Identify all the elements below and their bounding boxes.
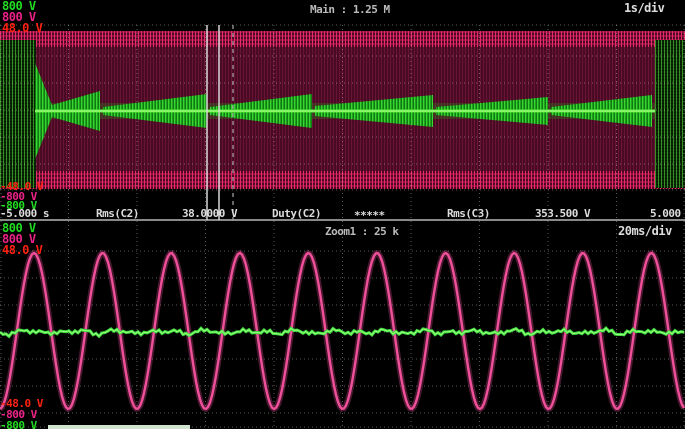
ch2-clip-edge-top — [0, 31, 685, 47]
measure-rms-c3-label: Rms(C3) — [447, 207, 490, 220]
measure-rms-c2-label: Rms(C2) — [96, 207, 139, 220]
ch2-scale-label-neg: -800 V — [0, 190, 37, 203]
ch3-scale-label: 800 V — [2, 0, 36, 13]
position-indicator-bar — [48, 425, 190, 429]
ch3-scale-label-neg: -800 V — [0, 199, 37, 212]
zoom-ch1-scale-label: 48.0 V — [2, 243, 43, 257]
ch3-noise-block-left — [0, 40, 36, 188]
main-record-length-label: Main : 1.25 M — [310, 3, 390, 16]
zoom-ch2-scale-label-neg: -800 V — [0, 408, 37, 421]
ch1-scale-label: 48.0 V — [2, 21, 43, 35]
zoom-record-length-label: Zoom1 : 25 k — [325, 225, 399, 238]
ch3-noise-block-right — [655, 40, 685, 188]
measure-rms-c3-value: 353.500 V — [535, 207, 591, 220]
main-timebase-label: 1s/div — [624, 1, 665, 15]
measure-rms-c2-value: 38.0000 V — [182, 207, 238, 220]
measure-duty-c2-label: Duty(C2) — [272, 207, 321, 220]
ch2-scale-label: 800 V — [2, 10, 36, 24]
time-right-label: 5.000 — [650, 207, 681, 220]
zoom-ch1-scale-label-neg: -48.0 V — [0, 397, 43, 410]
ch1-scale-label-neg: -48.0 V — [0, 180, 43, 193]
zoom-timebase-label: 20ms/div — [618, 224, 672, 238]
time-left-label: -5.000 s — [0, 207, 49, 220]
ch2-clip-edge-bottom — [0, 171, 685, 189]
measure-duty-c2-value: ***** — [354, 209, 385, 222]
zoom-ch2-scale-label: 800 V — [2, 232, 36, 246]
zoom-ch3-scale-label-neg: -800 V — [0, 419, 37, 429]
zoom-ch3-scale-label: 800 V — [2, 221, 36, 235]
